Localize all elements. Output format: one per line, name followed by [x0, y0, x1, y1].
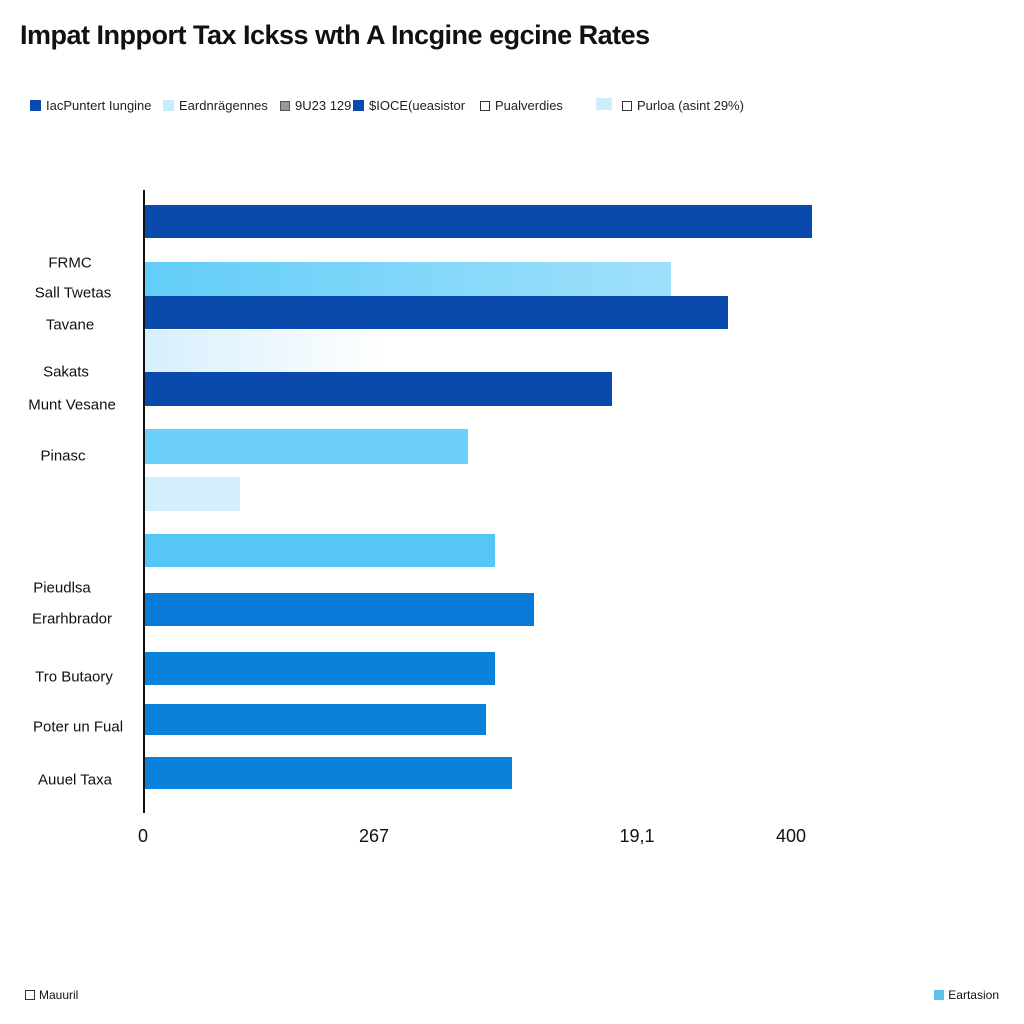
y-tick-label: Tro Butaory	[35, 668, 113, 686]
y-tick-label: Tavane	[45, 316, 95, 334]
legend-label: $IOCE(ueasistor	[369, 98, 466, 113]
legend-label: 9U23 129	[295, 98, 352, 113]
y-tick-label: Pinasc	[40, 447, 86, 465]
y-tick-label: FRMC	[48, 254, 92, 272]
legend-item	[596, 98, 612, 110]
x-tick-label: 19,1	[619, 826, 655, 846]
footer-right-label: Eartasion	[948, 988, 999, 1002]
bar	[145, 704, 486, 735]
y-tick-label: Sakats	[43, 363, 89, 381]
legend-item: Pualverdies	[480, 98, 563, 113]
bar	[145, 330, 388, 372]
bar	[145, 757, 512, 789]
y-tick-label: Munt Vesane	[28, 396, 116, 414]
footer-right: Eartasion	[934, 988, 999, 1002]
y-tick-label: Sall Twetas	[34, 284, 112, 302]
bar	[145, 429, 468, 464]
legend-item: IacPuntert Iungine	[30, 98, 152, 113]
x-tick-label: 267	[358, 826, 390, 846]
legend-swatch	[596, 98, 612, 110]
x-tick-label: 400	[775, 826, 807, 846]
y-tick-label: Auuel Taxa	[38, 771, 112, 789]
legend-item: $IOCE(ueasistor	[353, 98, 465, 113]
legend-item: Purloa (asint 29%)	[622, 98, 744, 113]
footer-left: Mauuril	[25, 988, 78, 1002]
bar	[145, 372, 612, 406]
legend-label: Pualverdies	[495, 98, 563, 113]
footer-swatch	[25, 990, 35, 1000]
legend-label: Eardnrägennes	[179, 98, 268, 113]
bar	[145, 477, 241, 511]
legend-swatch	[353, 100, 364, 111]
legend-swatch	[30, 100, 41, 111]
legend-item: 9U23 129	[280, 98, 351, 113]
y-tick-label: Poter un Fual	[32, 718, 124, 736]
chart-title: Impat Inpport Tax Ickss wth A Incgine eg…	[20, 20, 650, 50]
legend-swatch	[622, 100, 632, 111]
bar	[145, 205, 812, 238]
legend-item: Eardnrägennes	[163, 98, 268, 113]
y-axis-line	[143, 190, 145, 813]
bar	[145, 296, 728, 329]
x-tick-label: 0	[137, 826, 149, 846]
footer-left-label: Mauuril	[39, 988, 79, 1002]
bar	[145, 593, 535, 626]
legend-label: Purloa (asint 29%)	[637, 98, 744, 113]
legend-swatch	[280, 100, 290, 111]
y-tick-label: Erarhbrador	[31, 610, 113, 628]
bar	[145, 534, 496, 567]
legend-label: IacPuntert Iungine	[46, 98, 152, 113]
legend-swatch	[163, 100, 174, 111]
y-tick-label: Pieudlsa	[33, 579, 91, 597]
bar	[145, 262, 672, 296]
legend-swatch	[480, 100, 490, 111]
footer-swatch	[934, 990, 945, 1000]
bar	[145, 652, 496, 685]
